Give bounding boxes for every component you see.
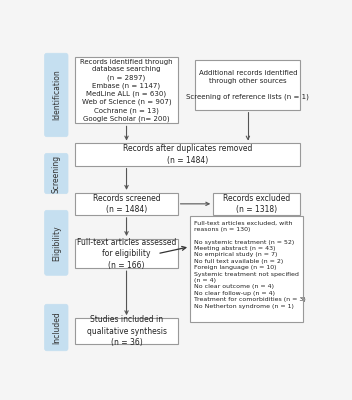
Text: Full-text articles excluded, with
reasons (n = 130)

No systemic treatment (n = : Full-text articles excluded, with reason… <box>194 220 306 309</box>
Text: Records screened
(n = 1484): Records screened (n = 1484) <box>93 194 160 214</box>
FancyBboxPatch shape <box>213 193 301 215</box>
Text: Full-text articles assessed
for eligibility
(n = 166): Full-text articles assessed for eligibil… <box>77 238 176 270</box>
Text: Identification: Identification <box>52 70 61 120</box>
FancyBboxPatch shape <box>75 318 178 344</box>
FancyBboxPatch shape <box>75 239 178 268</box>
FancyBboxPatch shape <box>190 216 303 322</box>
Text: Screening: Screening <box>52 154 61 192</box>
FancyBboxPatch shape <box>45 210 68 275</box>
Text: Studies included in
qualitative synthesis
(n = 36): Studies included in qualitative synthesi… <box>87 315 166 347</box>
FancyBboxPatch shape <box>195 60 301 110</box>
Text: Records identified through
database searching
(n = 2897)
Embase (n = 1147)
MedLi: Records identified through database sear… <box>80 59 173 122</box>
FancyBboxPatch shape <box>75 57 178 124</box>
Text: Records excluded
(n = 1318): Records excluded (n = 1318) <box>223 194 290 214</box>
Text: Included: Included <box>52 311 61 344</box>
FancyBboxPatch shape <box>45 153 68 194</box>
Text: Eligibility: Eligibility <box>52 225 61 261</box>
FancyBboxPatch shape <box>45 304 68 351</box>
FancyBboxPatch shape <box>75 193 178 215</box>
FancyBboxPatch shape <box>75 144 301 166</box>
Text: Additional records identified
through other sources

Screening of reference list: Additional records identified through ot… <box>187 70 309 100</box>
FancyBboxPatch shape <box>45 53 68 137</box>
Text: Records after duplicates removed
(n = 1484): Records after duplicates removed (n = 14… <box>123 144 253 165</box>
